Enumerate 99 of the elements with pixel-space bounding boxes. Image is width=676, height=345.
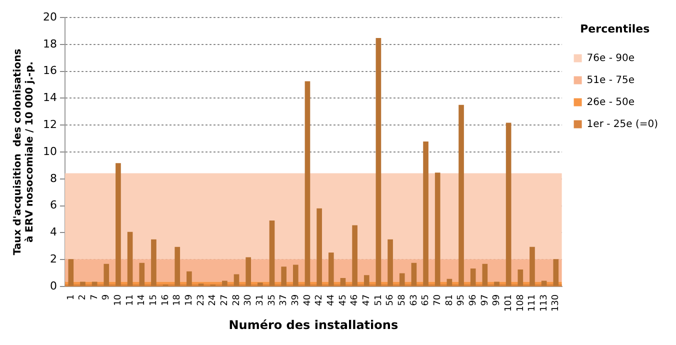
- bar: [482, 264, 488, 286]
- x-tick-label: 65: [421, 294, 432, 306]
- bar: [530, 246, 535, 286]
- y-tick-label: 2: [50, 252, 57, 266]
- bar: [423, 142, 428, 286]
- x-tick-label: 111: [528, 294, 538, 312]
- bar: [104, 264, 110, 286]
- y-tick-label: 20: [42, 10, 57, 24]
- bar: [352, 225, 358, 286]
- bar: [328, 252, 334, 286]
- bar: [340, 278, 346, 286]
- legend-label: 26e - 50e: [586, 96, 635, 108]
- bar: [258, 282, 263, 286]
- bar: [293, 264, 298, 286]
- y-tick-label: 16: [42, 64, 57, 78]
- bar: [80, 282, 86, 286]
- x-tick-label: 27: [220, 294, 230, 306]
- x-tick-label: 56: [386, 294, 396, 306]
- x-tick-label: 19: [184, 294, 195, 306]
- x-tick-label: 24: [208, 294, 218, 306]
- x-tick-label: 15: [149, 294, 160, 306]
- x-tick-label: 58: [397, 294, 408, 306]
- x-tick-label: 37: [279, 294, 290, 306]
- x-tick-label: 16: [160, 294, 171, 306]
- x-tick-label: 95: [456, 294, 467, 306]
- bar: [281, 266, 286, 286]
- y-tick-label: 0: [50, 279, 57, 292]
- x-tick-label: 14: [137, 294, 148, 306]
- bar: [68, 259, 74, 286]
- x-tick-label: 9: [102, 294, 112, 300]
- x-tick-label: 42: [314, 294, 325, 306]
- bar: [269, 220, 275, 286]
- x-tick-label: 113: [539, 294, 550, 312]
- bar: [446, 278, 452, 286]
- bar: [434, 172, 440, 286]
- legend-label: 76e - 90e: [586, 52, 635, 64]
- x-tick-label: 7: [90, 294, 100, 300]
- x-tick-label: 28: [232, 294, 242, 306]
- y-tick-label: 18: [42, 37, 57, 50]
- bar: [246, 257, 252, 286]
- legend-label: 51e - 75e: [586, 74, 635, 86]
- x-tick-label: 31: [256, 294, 266, 306]
- x-tick-label: 51: [374, 294, 384, 306]
- bar: [186, 271, 192, 286]
- x-tick-label: 44: [326, 294, 336, 306]
- x-tick-label: 97: [480, 294, 490, 306]
- y-tick-label: 6: [50, 198, 57, 212]
- y-tick-label: 4: [50, 226, 57, 239]
- bar: [234, 274, 240, 286]
- x-tick-label: 11: [125, 294, 136, 306]
- bar: [174, 246, 180, 286]
- x-tick-label: 30: [244, 294, 254, 306]
- x-tick-label: 130: [551, 294, 562, 312]
- bar: [376, 38, 382, 286]
- bar: [494, 282, 500, 286]
- x-tick-label: 47: [362, 294, 372, 306]
- y-tick-label: 14: [42, 91, 57, 104]
- bar: [388, 239, 393, 286]
- y-tick-label: 10: [42, 144, 57, 158]
- bar: [127, 232, 133, 286]
- x-axis-title: Numéro des installations: [228, 318, 398, 332]
- bar: [518, 269, 524, 286]
- bar: [139, 262, 145, 286]
- x-tick-label: 39: [291, 294, 302, 306]
- legend-label: 1er - 25e (=0): [586, 118, 658, 130]
- x-tick-label: 10: [114, 294, 124, 306]
- y-tick-label: 12: [42, 118, 57, 131]
- bar: [364, 275, 370, 286]
- bar: [470, 268, 476, 286]
- bar: [92, 282, 98, 286]
- x-tick-label: 96: [468, 294, 478, 306]
- legend-title: Percentiles: [580, 22, 650, 36]
- x-tick-label: 81: [444, 294, 455, 306]
- bar: [304, 81, 310, 286]
- bar: [458, 104, 464, 286]
- bar: [222, 280, 228, 286]
- x-tick-label: 1: [66, 294, 76, 300]
- x-tick-label: 40: [302, 294, 313, 306]
- x-tick-label: 70: [432, 294, 443, 306]
- x-tick-label: 63: [409, 294, 420, 306]
- x-tick-label: 18: [172, 294, 183, 306]
- bar: [553, 259, 559, 286]
- x-tick-label: 99: [492, 294, 502, 306]
- y-tick-label: 8: [50, 172, 57, 185]
- x-tick-label: 101: [504, 294, 514, 312]
- x-tick-label: 35: [267, 294, 278, 306]
- x-tick-label: 2: [78, 294, 88, 300]
- bar: [506, 122, 512, 286]
- bar: [316, 208, 322, 286]
- x-tick-label: 45: [338, 294, 348, 306]
- y-axis-title: Taux d'acquisition des colonisations à ERV nosocomiale / 10 000 j.-p.: [12, 48, 36, 256]
- bar: [116, 163, 121, 286]
- bar: [399, 273, 405, 286]
- x-tick-label: 23: [196, 294, 206, 306]
- x-tick-label: 108: [516, 294, 526, 312]
- bar: [411, 262, 417, 286]
- bar: [151, 239, 156, 286]
- bar: [541, 280, 547, 286]
- x-tick-label: 46: [350, 294, 360, 306]
